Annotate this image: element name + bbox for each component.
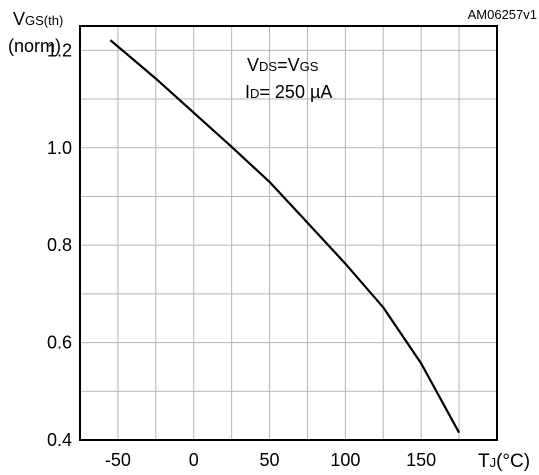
plot-frame <box>79 25 498 441</box>
y-tick-label: 1.0 <box>47 138 72 158</box>
x-tick-label: 0 <box>189 450 199 470</box>
y-tick-label: 0.6 <box>47 333 72 353</box>
document-id: AM06257v1 <box>468 7 537 22</box>
condition-vds-vgs: VDS=VGS <box>247 55 319 75</box>
x-tick-label: 100 <box>330 450 360 470</box>
y-tick-label: 1.2 <box>47 40 72 60</box>
y-axis-unit: (norm) <box>8 36 61 56</box>
condition-drain-current: ID= 250 µA <box>245 82 332 102</box>
x-tick-label: 150 <box>406 450 436 470</box>
x-tick-label: 50 <box>260 450 280 470</box>
threshold-voltage-curve <box>109 39 461 434</box>
x-axis-label: TJ(°C) <box>478 451 530 472</box>
y-tick-label: 0.8 <box>47 235 72 255</box>
x-tick-labels: -50 0 50 100 150 <box>105 450 436 470</box>
y-tick-labels: 0.4 0.6 0.8 1.0 1.2 <box>47 40 72 450</box>
y-axis-label: VGS(th) <box>13 9 63 29</box>
y-tick-label: 0.4 <box>47 430 72 450</box>
grid-lines <box>80 26 497 440</box>
x-tick-label: -50 <box>105 450 131 470</box>
